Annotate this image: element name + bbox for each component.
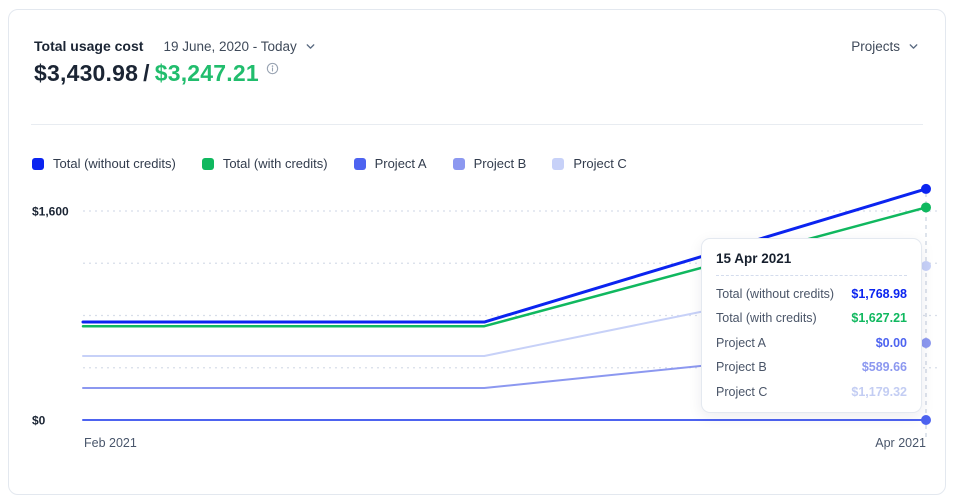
- tooltip-row-label: Total (without credits): [716, 286, 835, 301]
- projects-dropdown-label: Projects: [851, 38, 900, 54]
- series-end-dot[interactable]: [921, 415, 931, 425]
- tooltip-row-label: Project A: [716, 335, 767, 350]
- amount-with-credits: $3,247.21: [154, 60, 259, 86]
- tooltip-rows: Total (without credits) $1,768.98 Total (w…: [716, 287, 907, 399]
- legend-item-3[interactable]: Project B: [452, 156, 527, 171]
- x-axis-tick: Feb 2021: [84, 436, 137, 450]
- tooltip-row-value: $1,179.32: [851, 384, 907, 399]
- info-icon[interactable]: [266, 62, 279, 75]
- tooltip-row-2: Project A $0.00: [716, 336, 907, 350]
- legend-item-0[interactable]: Total (without credits): [32, 156, 176, 171]
- tooltip-row-label: Total (with credits): [716, 311, 817, 325]
- usage-cost-card: Total usage cost 19 June, 2020 - Today P…: [8, 9, 946, 495]
- amount-separator: /: [143, 60, 150, 86]
- tooltip-row-label: Project B: [716, 360, 767, 374]
- card-header: Total usage cost 19 June, 2020 - Today P…: [34, 38, 920, 54]
- header-divider: [31, 124, 923, 125]
- chart-tooltip: 15 Apr 2021 Total (without credits) $1,76…: [701, 238, 922, 413]
- tooltip-row-value: $0.00: [875, 335, 907, 350]
- tooltip-row-label: Project C: [716, 384, 768, 399]
- legend-item-1[interactable]: Total (with credits): [201, 156, 328, 171]
- series-end-dot[interactable]: [921, 202, 931, 213]
- y-axis-tick: $0: [32, 414, 46, 428]
- total-amounts: $3,430.98 / $3,247.21: [34, 60, 279, 87]
- tooltip-row-value: $1,768.98: [851, 286, 907, 301]
- legend-item-2[interactable]: Project A: [353, 156, 427, 171]
- series-line[interactable]: [81, 187, 928, 324]
- tooltip-row-value: $589.66: [861, 360, 907, 374]
- legend-label: Project A: [374, 156, 427, 171]
- series-end-dot[interactable]: [921, 183, 931, 194]
- y-axis-tick: $1,600: [32, 205, 69, 219]
- tooltip-row-0: Total (without credits) $1,768.98: [716, 287, 907, 301]
- series-end-dot[interactable]: [921, 337, 931, 348]
- legend-swatch: [552, 157, 565, 170]
- legend-swatch: [353, 157, 366, 170]
- legend-swatch: [452, 157, 465, 170]
- tooltip-row-3: Project B $589.66: [716, 360, 907, 374]
- legend-label: Total (without credits): [53, 156, 176, 171]
- usage-chart[interactable]: $1,600 $0 Feb 2021 Apr 2021 15 Apr 2021 Tot…: [9, 181, 947, 481]
- date-range-selector[interactable]: 19 June, 2020 - Today: [163, 39, 316, 54]
- legend-item-4[interactable]: Project C: [552, 156, 627, 171]
- legend-swatch: [32, 157, 44, 170]
- chart-legend: Total (without credits) Total (with credi…: [32, 156, 627, 171]
- x-axis-tick: Apr 2021: [875, 436, 926, 450]
- chevron-down-icon: [907, 40, 920, 53]
- tooltip-row-4: Project C $1,179.32: [716, 385, 907, 399]
- amount-without-credits: $3,430.98: [34, 60, 139, 86]
- chevron-down-icon: [304, 40, 317, 53]
- series-end-dot[interactable]: [921, 260, 931, 271]
- tooltip-row-1: Total (with credits) $1,627.21: [716, 311, 907, 325]
- legend-label: Project C: [573, 156, 627, 171]
- legend-label: Project B: [473, 156, 527, 171]
- date-range-label: 19 June, 2020 - Today: [163, 38, 297, 54]
- projects-dropdown[interactable]: Projects: [851, 39, 920, 54]
- legend-swatch: [201, 157, 214, 170]
- tooltip-row-value: $1,627.21: [851, 311, 907, 325]
- page-title: Total usage cost: [34, 38, 144, 54]
- tooltip-date: 15 Apr 2021: [716, 251, 907, 276]
- legend-label: Total (with credits): [222, 156, 328, 171]
